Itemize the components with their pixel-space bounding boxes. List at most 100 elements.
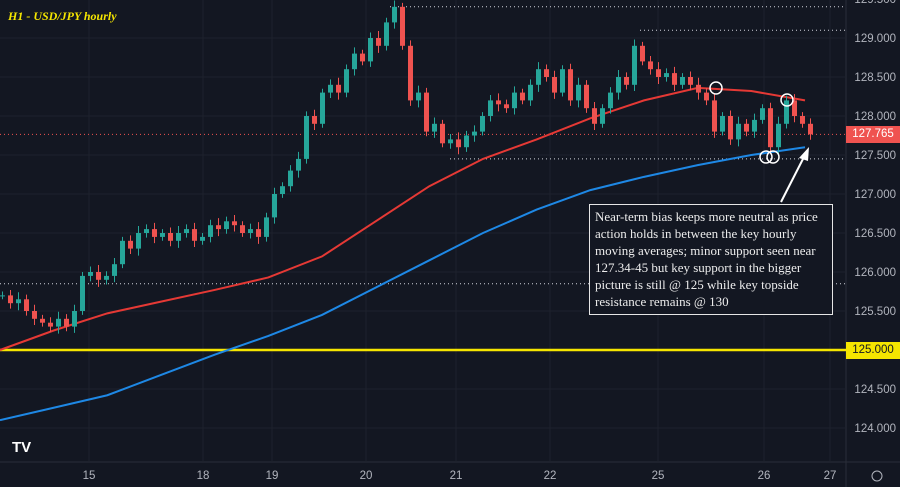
candle [536, 69, 541, 85]
candle [552, 77, 557, 93]
candle [152, 229, 157, 237]
candle [336, 84, 341, 93]
y-tick-label: 127.500 [854, 150, 896, 162]
candle [120, 240, 125, 265]
candle [176, 233, 181, 241]
y-tick-label: 129.500 [854, 0, 896, 6]
candle [584, 84, 589, 109]
candle [88, 272, 93, 276]
candle [736, 123, 741, 140]
candle [80, 275, 85, 311]
candle [72, 311, 77, 327]
candle [8, 295, 13, 304]
candle [48, 322, 53, 327]
x-tick-label: 18 [197, 470, 210, 482]
y-tick-label: 124.500 [854, 384, 896, 396]
candle [384, 22, 389, 46]
candle [160, 233, 165, 237]
candle [528, 84, 533, 101]
y-tick-label: 124.000 [854, 423, 896, 435]
x-tick-label: 27 [824, 470, 837, 482]
candle [320, 92, 325, 124]
candle [408, 45, 413, 101]
candle [296, 158, 301, 171]
candle [24, 299, 29, 311]
candle [232, 221, 237, 226]
candle [640, 45, 645, 62]
candle [56, 318, 61, 327]
candle [64, 318, 69, 327]
candle [208, 225, 213, 237]
candle [424, 92, 429, 132]
candle [624, 77, 629, 85]
x-tick-label: 25 [652, 470, 665, 482]
candle [304, 116, 309, 159]
candle [400, 6, 405, 46]
settings-icon [871, 470, 883, 482]
y-tick-label: 126.000 [854, 267, 896, 279]
candle [40, 318, 45, 323]
arrow-head [799, 147, 809, 161]
candle [144, 229, 149, 233]
candle [728, 116, 733, 140]
candle [112, 264, 117, 276]
x-tick-label: 19 [266, 470, 279, 482]
candle [656, 69, 661, 77]
x-tick-label: 20 [360, 470, 373, 482]
candle [280, 186, 285, 194]
candle [344, 69, 349, 93]
candle [768, 108, 773, 148]
candle [376, 38, 381, 46]
candle [752, 119, 757, 132]
candle [664, 73, 669, 77]
price-axis [846, 0, 900, 487]
x-tick-label: 21 [450, 470, 463, 482]
candle [808, 123, 813, 135]
candle [464, 135, 469, 148]
candle [216, 225, 221, 230]
highlight-circle [759, 150, 773, 164]
y-tick-label: 128.500 [854, 72, 896, 84]
highlight-circle [780, 93, 794, 107]
candle [440, 123, 445, 144]
candle [240, 225, 245, 233]
y-tick-label: 125.500 [854, 306, 896, 318]
candle [568, 69, 573, 101]
candle [720, 116, 725, 132]
candle [312, 116, 317, 124]
candle [168, 233, 173, 241]
candle [256, 229, 261, 237]
y-tick-label: 127.000 [854, 189, 896, 201]
candle [680, 77, 685, 85]
candle [136, 233, 141, 249]
x-tick-label: 22 [544, 470, 557, 482]
highlight-circle [709, 81, 723, 95]
candle [288, 170, 293, 187]
candle [16, 299, 21, 304]
candle [712, 100, 717, 132]
candle [560, 69, 565, 93]
candle [544, 69, 549, 77]
candle [200, 236, 205, 241]
candle [472, 131, 477, 136]
candle [352, 53, 357, 70]
candle [760, 108, 765, 120]
candle [32, 311, 37, 319]
candle [248, 229, 253, 233]
candle [264, 217, 269, 237]
candle [456, 139, 461, 148]
candle [0, 295, 5, 297]
candle [512, 92, 517, 109]
support-price-label: 125.000 [846, 341, 900, 359]
candle [96, 272, 101, 280]
candle [616, 77, 621, 93]
arrow-line [780, 154, 806, 203]
candle [392, 6, 397, 23]
x-tick-label: 15 [83, 470, 96, 482]
candle [792, 100, 797, 116]
tradingview-logo: TV [12, 439, 31, 456]
candle [696, 84, 701, 93]
candle [608, 92, 613, 109]
